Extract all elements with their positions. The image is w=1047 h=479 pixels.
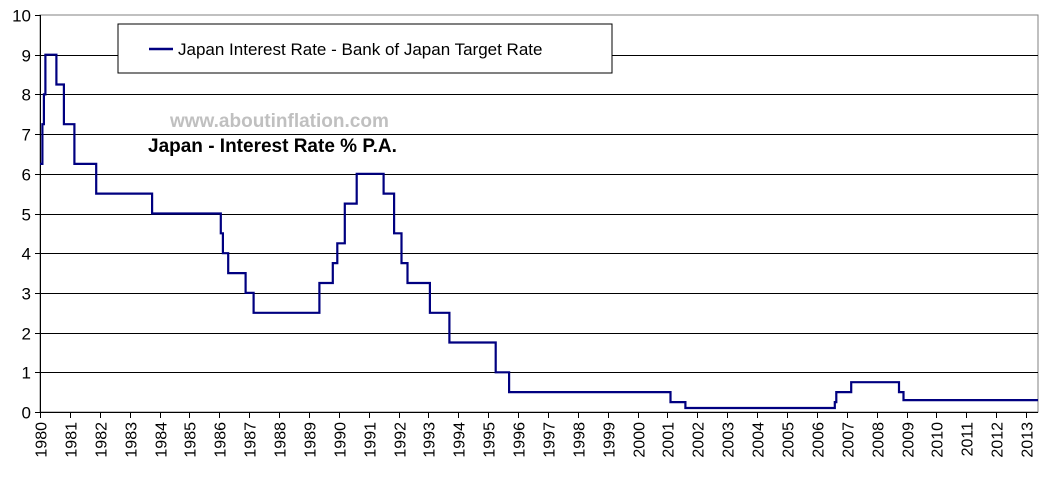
y-tick-label: 6 bbox=[22, 166, 31, 185]
x-tick-label: 1982 bbox=[94, 422, 111, 458]
y-tick-label: 2 bbox=[22, 325, 31, 344]
y-tick-label: 10 bbox=[12, 7, 31, 26]
x-tick-label: 2005 bbox=[781, 422, 798, 458]
y-tick-label: 4 bbox=[22, 245, 31, 264]
x-tick-label: 1996 bbox=[512, 422, 529, 458]
x-tick-label: 2013 bbox=[1020, 422, 1037, 458]
x-tick-label: 1995 bbox=[482, 422, 499, 458]
legend: Japan Interest Rate - Bank of Japan Targ… bbox=[117, 23, 613, 74]
y-tick-label: 5 bbox=[22, 206, 31, 225]
y-tick-label: 0 bbox=[22, 404, 31, 423]
y-tick-label: 9 bbox=[22, 47, 31, 66]
x-tick-label: 2010 bbox=[930, 422, 947, 458]
x-tick-label: 1999 bbox=[602, 422, 619, 458]
x-tick-label: 2009 bbox=[901, 422, 918, 458]
x-tick-label: 1997 bbox=[542, 422, 559, 458]
y-tick-label: 1 bbox=[22, 364, 31, 383]
x-tick-label: 2002 bbox=[691, 422, 708, 458]
x-tick-label: 2003 bbox=[721, 422, 738, 458]
chart-title: Japan - Interest Rate % P.A. bbox=[148, 136, 397, 157]
series-line-japan-rate bbox=[40, 53, 1038, 410]
x-tick-label: 2008 bbox=[871, 422, 888, 458]
y-tick-label: 7 bbox=[22, 126, 31, 145]
x-tick-label: 1991 bbox=[363, 422, 380, 458]
y-tick-label: 8 bbox=[22, 86, 31, 105]
x-tick-label: 1990 bbox=[333, 422, 350, 458]
x-tick-label: 2000 bbox=[632, 422, 649, 458]
x-tick-label: 1998 bbox=[572, 422, 589, 458]
watermark-text: www.aboutinflation.com bbox=[169, 111, 389, 132]
x-tick-label: 1994 bbox=[452, 422, 469, 458]
x-axis: 1980 1981 1982 1983 1984 1985 1986 1987 1988 1989… bbox=[34, 412, 1038, 458]
x-tick-label: 2011 bbox=[960, 422, 977, 457]
y-axis: 0 1 2 3 4 5 6 7 8 9 10 bbox=[12, 7, 41, 423]
x-tick-label: 1992 bbox=[393, 422, 410, 458]
x-tick-label: 2012 bbox=[990, 422, 1007, 458]
x-tick-label: 1988 bbox=[273, 422, 290, 458]
x-tick-label: 1993 bbox=[422, 422, 439, 458]
x-tick-label: 1984 bbox=[154, 422, 171, 458]
x-tick-label: 1981 bbox=[64, 422, 81, 458]
x-tick-label: 2007 bbox=[841, 422, 858, 458]
x-tick-label: 2004 bbox=[751, 422, 768, 458]
x-tick-label: 2001 bbox=[661, 422, 678, 458]
legend-label: Japan Interest Rate - Bank of Japan Targ… bbox=[178, 40, 542, 59]
x-tick-label: 1985 bbox=[183, 422, 200, 458]
x-tick-label: 1986 bbox=[213, 422, 230, 458]
x-tick-label: 2006 bbox=[811, 422, 828, 458]
legend-box bbox=[117, 23, 613, 74]
x-tick-label: 1980 bbox=[34, 422, 51, 458]
x-tick-label: 1989 bbox=[303, 422, 320, 458]
x-tick-label: 1987 bbox=[243, 422, 260, 458]
y-tick-label: 3 bbox=[22, 285, 31, 304]
x-tick-label: 1983 bbox=[124, 422, 141, 458]
